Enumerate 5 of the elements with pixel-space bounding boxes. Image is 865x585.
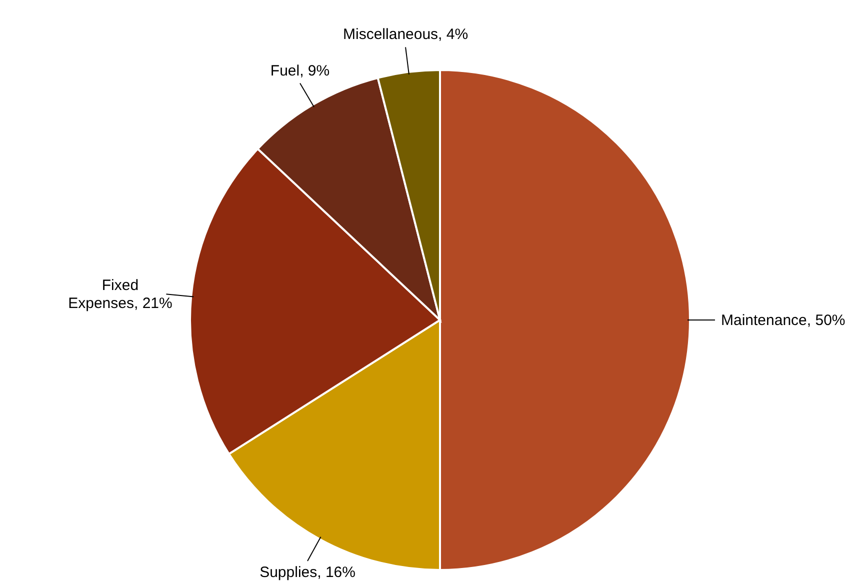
slice-label: Miscellaneous, 4% — [343, 26, 468, 44]
slice-label: Fuel, 9% — [270, 62, 330, 80]
slice-label: Fixed Expenses, 21% — [68, 277, 172, 312]
slice-label: Supplies, 16% — [260, 564, 356, 581]
slice-label: Maintenance, 50% — [721, 312, 846, 329]
